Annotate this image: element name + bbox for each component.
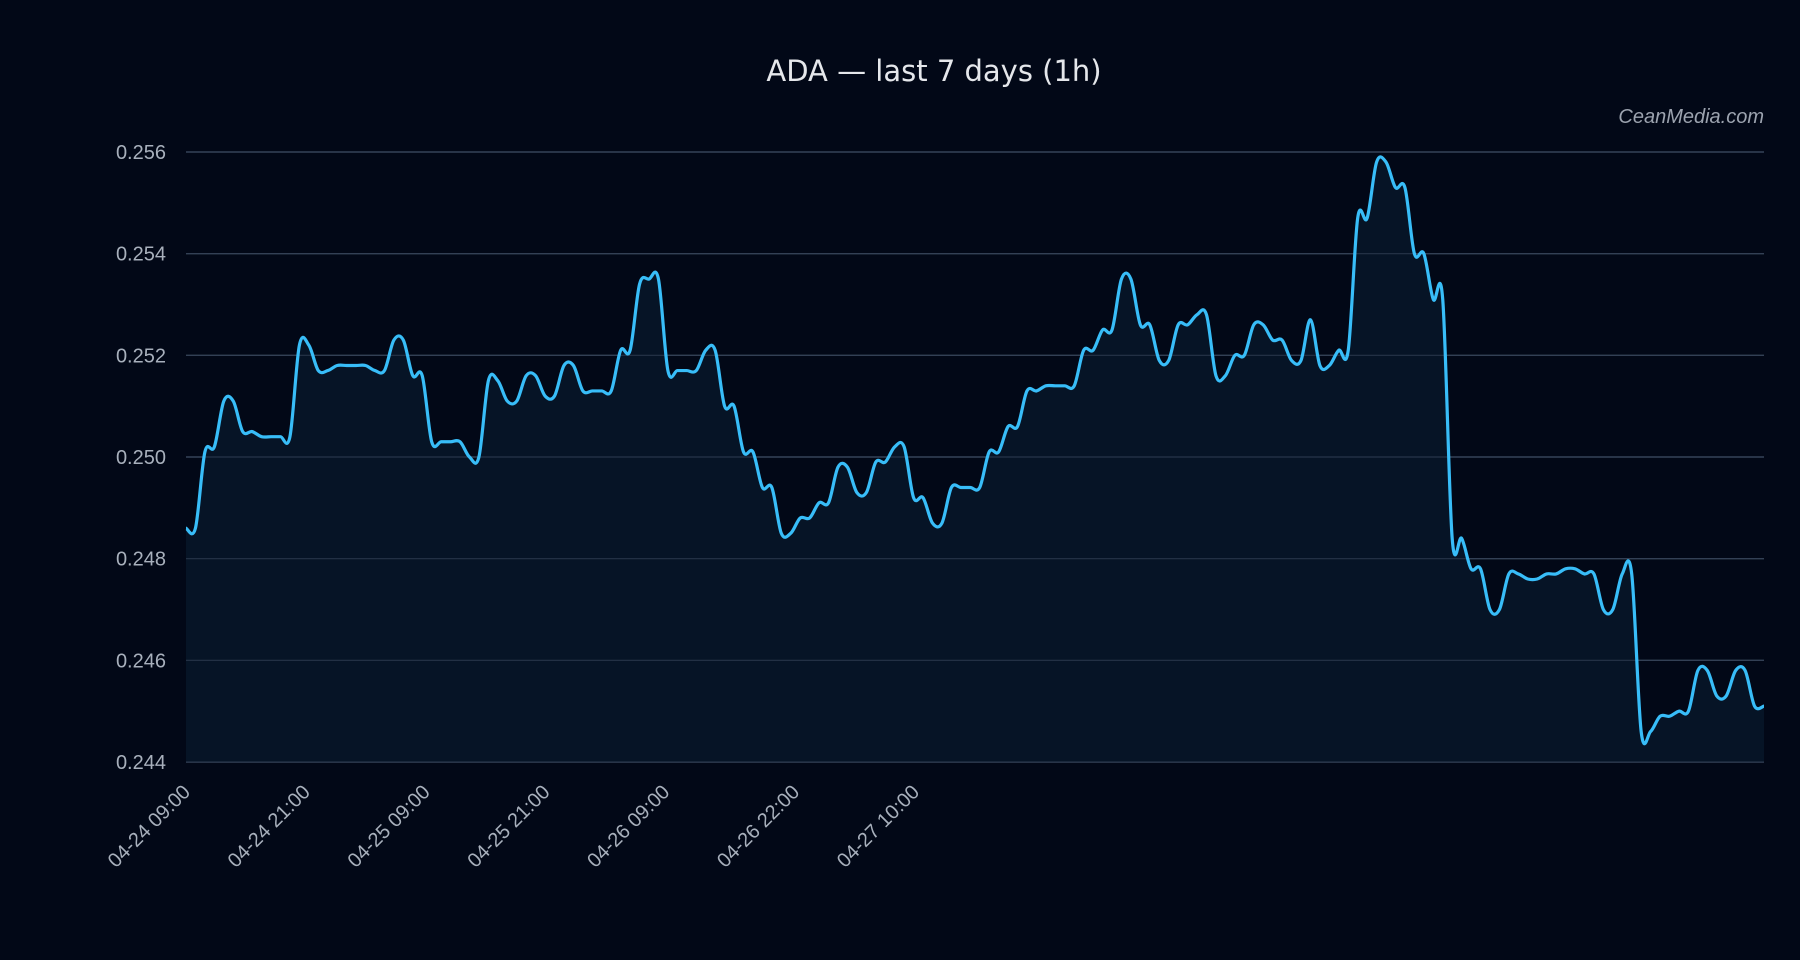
y-tick-label: 0.250 <box>116 447 166 469</box>
area-fill <box>186 156 1764 762</box>
x-tick-label: 04-24 21:00 <box>224 781 315 872</box>
x-tick-label: 04-26 09:00 <box>583 781 674 872</box>
x-tick-label: 04-27 10:00 <box>833 781 924 872</box>
y-tick-label: 0.254 <box>116 244 166 266</box>
x-tick-label: 04-24 09:00 <box>104 781 195 872</box>
y-tick-label: 0.256 <box>116 142 166 164</box>
x-tick-label: 04-26 22:00 <box>713 781 804 872</box>
watermark: CeanMedia.com <box>1618 106 1764 128</box>
y-tick-label: 0.246 <box>116 650 166 672</box>
y-tick-label: 0.248 <box>116 549 166 571</box>
x-tick-label: 04-25 21:00 <box>463 781 554 872</box>
price-line <box>185 155 1765 746</box>
chart-title: ADA — last 7 days (1h) <box>766 54 1102 88</box>
y-tick-label: 0.244 <box>116 752 166 774</box>
y-tick-label: 0.252 <box>116 345 166 367</box>
x-tick-label: 04-25 09:00 <box>344 781 435 872</box>
